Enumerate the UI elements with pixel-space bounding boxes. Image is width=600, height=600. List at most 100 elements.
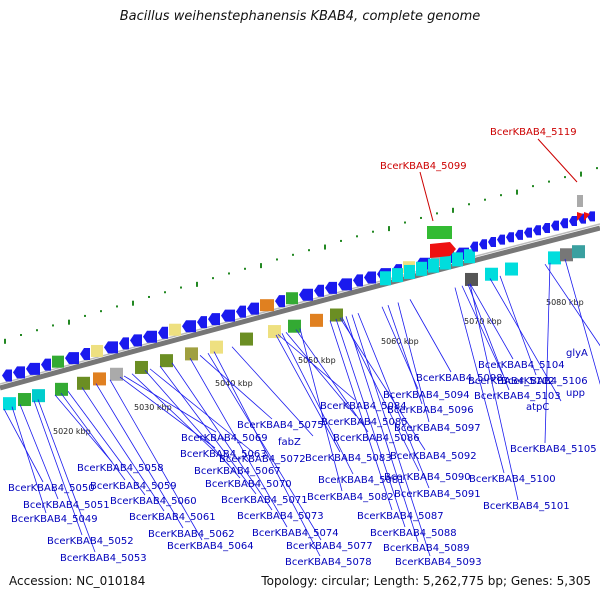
forward-gene-box: [268, 325, 281, 338]
outer-tick: [36, 329, 38, 331]
outer-tick: [196, 282, 198, 287]
gene-label: BcerKBAB4_5053: [60, 553, 147, 564]
outer-tick: [68, 320, 70, 325]
gene-label: BcerKBAB4_5086: [333, 433, 420, 444]
kbp-label: 5040 kbp: [215, 379, 253, 388]
outer-tick: [420, 217, 422, 219]
gene-label: BcerKBAB4_5097: [394, 423, 481, 434]
gene-label-line: [565, 259, 600, 387]
gene-5119-label: BcerKBAB4_5119: [490, 127, 577, 138]
gene-label: BcerKBAB4_5103: [474, 391, 561, 402]
gene-label: BcerKBAB4_5078: [285, 557, 372, 568]
reverse-gene-arrow: [479, 239, 487, 249]
forward-gene-box: [505, 263, 518, 276]
gene-label: BcerKBAB4_5064: [167, 541, 254, 552]
forward-gene-box: [210, 341, 223, 354]
gene-5099-forward-box: [427, 226, 452, 239]
outer-tick: [84, 315, 86, 317]
forward-gene-box: [185, 347, 198, 360]
outer-tick: [516, 190, 518, 195]
outer-tick: [580, 172, 582, 177]
gene-label: glyA: [566, 348, 588, 359]
gene-label: BcerKBAB4_5060: [110, 496, 197, 507]
reverse-gene-box: [286, 292, 298, 304]
outer-tick: [52, 324, 54, 326]
outer-tick: [212, 277, 214, 279]
reverse-gene-arrow: [221, 310, 235, 322]
reverse-gene-arrow: [119, 337, 129, 349]
outer-tick: [132, 301, 134, 306]
outer-tick: [180, 287, 182, 289]
reverse-gene-arrow: [158, 327, 168, 339]
forward-gene-box: [465, 273, 478, 286]
gene-label: BcerKBAB4_5082: [307, 492, 394, 503]
gene-label-line: [200, 355, 272, 419]
reverse-gene-arrow: [515, 230, 523, 240]
forward-gene-box: [404, 265, 415, 279]
reverse-gene-arrow: [208, 313, 220, 325]
gene-label-line: [278, 334, 355, 400]
reverse-gene-arrow: [338, 278, 352, 290]
outer-tick: [484, 199, 486, 201]
reverse-gene-box: [169, 324, 181, 336]
gene-label-line: [545, 263, 550, 443]
forward-gene-box: [485, 268, 498, 281]
outer-tick: [500, 194, 502, 196]
gene-label: BcerKBAB4_5067: [194, 466, 281, 477]
gene-label: BcerKBAB4_5090: [384, 472, 471, 483]
reverse-gene-arrow: [497, 235, 505, 245]
gene-5099-label: BcerKBAB4_5099: [380, 161, 467, 172]
outer-tick: [532, 185, 534, 187]
outer-tick: [148, 296, 150, 298]
reverse-gene-arrow: [104, 341, 118, 353]
outer-tick: [292, 254, 294, 256]
outer-tick-marks: [4, 167, 598, 344]
kbp-label: 5030 kbp: [134, 403, 172, 412]
forward-gene-box: [416, 262, 427, 276]
reverse-gene-arrow: [299, 289, 313, 301]
gene-label-line: [410, 299, 451, 372]
outer-tick: [388, 226, 390, 231]
kbp-label: 5050 kbp: [298, 356, 336, 365]
reverse-gene-arrow: [533, 225, 541, 235]
reverse-gene-arrow: [247, 303, 259, 315]
genome-summary-text: Topology: circular; Length: 5,262,775 bp…: [261, 574, 591, 588]
forward-gene-box: [548, 251, 561, 264]
reverse-gene-arrow: [364, 272, 376, 284]
gene-label: BcerKBAB4_5094: [383, 390, 470, 401]
outer-tick: [276, 258, 278, 260]
reverse-gene-arrow: [524, 228, 532, 238]
gene-label: BcerKBAB4_5051: [23, 500, 110, 511]
gene-label: BcerKBAB4_5092: [390, 451, 477, 462]
reverse-gene-arrow: [325, 282, 337, 294]
gene-label-line: [38, 400, 95, 552]
forward-gene-box: [240, 333, 253, 346]
reverse-gene-arrow: [2, 369, 12, 381]
gene-label: BcerKBAB4_5073: [237, 511, 324, 522]
outer-tick: [596, 167, 598, 169]
gene-label: fabZ: [278, 437, 301, 448]
highlighted-gene-5119[interactable]: BcerKBAB4_5119: [490, 127, 590, 221]
gene-5119-label-line: [538, 139, 577, 182]
gene-label: BcerKBAB4_5050: [8, 483, 95, 494]
gene-label-line: [276, 335, 340, 452]
reverse-gene-arrow: [560, 218, 568, 228]
gene-label: BcerKBAB4_5104: [478, 360, 565, 371]
outer-tick: [260, 263, 262, 268]
forward-gene-box: [452, 252, 463, 266]
reverse-gene-arrow: [182, 320, 196, 332]
reverse-gene-arrow: [353, 274, 363, 286]
outer-tick: [564, 176, 566, 178]
gene-label: BcerKBAB4_5071: [221, 495, 308, 506]
forward-gene-box: [428, 259, 439, 273]
gene-label: BcerKBAB4_5058: [77, 463, 164, 474]
gene-label: BcerKBAB4_5072: [219, 454, 306, 465]
gene-label: BcerKBAB4_5101: [483, 501, 570, 512]
reverse-gene-arrow: [275, 295, 285, 307]
gene-label: BcerKBAB4_5091: [394, 489, 481, 500]
gene-label: BcerKBAB4_5074: [252, 528, 339, 539]
outer-tick: [404, 222, 406, 224]
reverse-gene-arrow: [65, 352, 79, 364]
gene-label: BcerKBAB4_5075: [237, 420, 324, 431]
